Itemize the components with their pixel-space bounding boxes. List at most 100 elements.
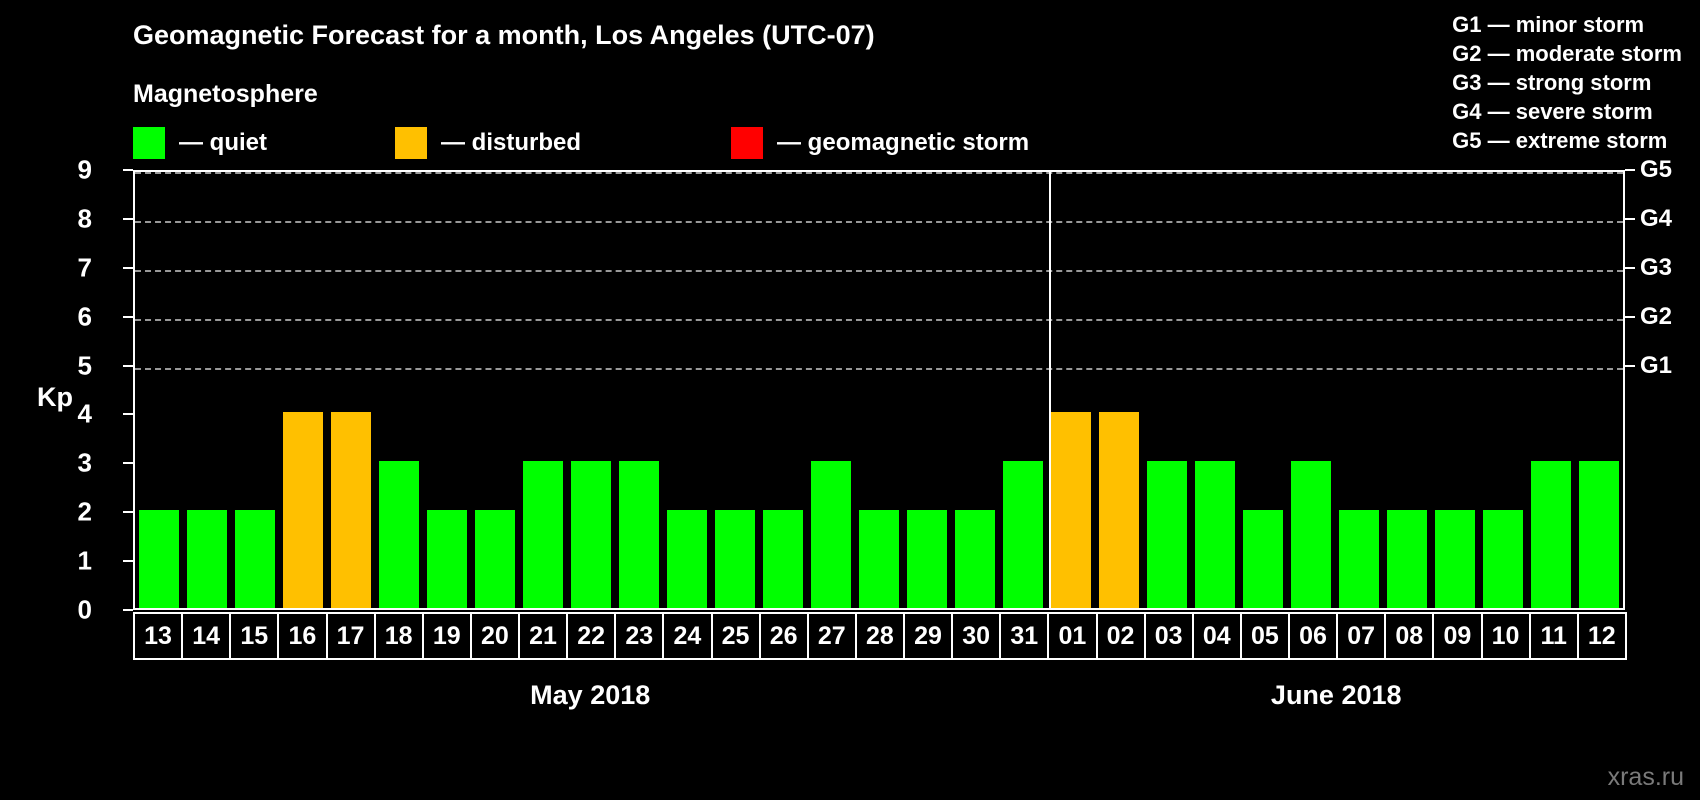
day-label-31: 31 — [999, 612, 1050, 660]
g-scale-line-1: G1 — minor storm — [1452, 12, 1645, 37]
day-label-22: 22 — [566, 612, 617, 660]
color-legend: — quiet — disturbed — geomagnetic storm — [133, 126, 1029, 160]
y-tick-label-6: 6 — [77, 301, 92, 332]
bar-cell-05 — [1239, 172, 1287, 608]
day-label-05: 05 — [1239, 612, 1290, 660]
legend-label-geomagnetic-storm: — geomagnetic storm — [777, 129, 1030, 156]
y-tick-mark-6 — [123, 315, 133, 318]
day-axis-labels: 13 14 15 16 17 18 19 20 21 22 23 24 25 26 27 28 29 30 31 01… — [133, 612, 1627, 660]
day-label-15: 15 — [229, 612, 280, 660]
y-tick-mark-2 — [123, 511, 133, 514]
bar-cell-08 — [1383, 172, 1431, 608]
bar-09-kp-2-quiet — [1434, 510, 1476, 608]
y-tick-label-3: 3 — [77, 447, 92, 478]
y-tick-mark-0 — [123, 609, 133, 611]
bar-cell-19 — [423, 172, 471, 608]
y-tick-label-5: 5 — [77, 350, 92, 381]
plot-area — [133, 170, 1625, 610]
day-label-19: 19 — [421, 612, 472, 660]
bar-cell-25 — [711, 172, 759, 608]
bar-cell-09 — [1431, 172, 1479, 608]
g-tick-mark-G5 — [1625, 169, 1635, 171]
bar-15-kp-2-quiet — [234, 510, 276, 608]
day-label-30: 30 — [951, 612, 1002, 660]
day-label-12: 12 — [1576, 612, 1627, 660]
day-label-28: 28 — [854, 612, 905, 660]
legend-entry-geomagnetic-storm: — geomagnetic storm — [731, 127, 1029, 159]
day-label-07: 07 — [1336, 612, 1387, 660]
y-tick-mark-9 — [123, 169, 133, 171]
bar-cell-03 — [1143, 172, 1191, 608]
y-axis-title: Kp — [37, 382, 73, 412]
month-caption-may-2018: May 2018 — [530, 680, 651, 710]
bar-26-kp-2-quiet — [762, 510, 804, 608]
y-tick-label-8: 8 — [77, 203, 92, 234]
bar-cell-02 — [1095, 172, 1143, 608]
bar-01-kp-4-disturbed — [1050, 412, 1092, 608]
g-scale-line-5: G5 — extreme storm — [1452, 128, 1668, 153]
month-divider — [1049, 172, 1052, 608]
legend-swatch-quiet — [133, 127, 165, 159]
bar-cell-07 — [1335, 172, 1383, 608]
bar-02-kp-4-disturbed — [1098, 412, 1140, 608]
g-scale-line-2: G2 — moderate storm — [1452, 41, 1682, 66]
bar-cell-01 — [1047, 172, 1095, 608]
bar-27-kp-3-quiet — [810, 461, 852, 608]
bar-cell-22 — [567, 172, 615, 608]
bar-24-kp-2-quiet — [666, 510, 708, 608]
day-label-11: 11 — [1528, 612, 1579, 660]
day-label-26: 26 — [758, 612, 809, 660]
day-label-06: 06 — [1288, 612, 1339, 660]
bar-05-kp-2-quiet — [1242, 510, 1284, 608]
bar-23-kp-3-quiet — [618, 461, 660, 608]
day-label-23: 23 — [614, 612, 665, 660]
gridline-kp-7 — [135, 269, 1623, 272]
day-label-04: 04 — [1191, 612, 1242, 660]
gridline-kp-6 — [135, 318, 1623, 321]
bar-31-kp-3-quiet — [1002, 461, 1044, 608]
watermark: xras.ru — [1607, 763, 1684, 791]
bar-cell-12 — [1575, 172, 1623, 608]
g-tick-mark-G1 — [1625, 364, 1635, 367]
bar-cell-23 — [615, 172, 663, 608]
day-label-18: 18 — [373, 612, 424, 660]
bar-04-kp-3-quiet — [1194, 461, 1236, 608]
bar-08-kp-2-quiet — [1386, 510, 1428, 608]
y-tick-mark-3 — [123, 462, 133, 465]
y-tick-mark-1 — [123, 560, 133, 563]
y-tick-mark-5 — [123, 364, 133, 367]
bar-cell-30 — [951, 172, 999, 608]
g-scale-line-3: G3 — strong storm — [1452, 70, 1652, 95]
bar-12-kp-3-quiet — [1578, 461, 1620, 608]
bar-19-kp-2-quiet — [426, 510, 468, 608]
plot-inner — [135, 172, 1623, 608]
bar-cell-24 — [663, 172, 711, 608]
bar-cell-06 — [1287, 172, 1335, 608]
bar-22-kp-3-quiet — [570, 461, 612, 608]
bar-cell-29 — [903, 172, 951, 608]
legend-label-quiet: — quiet — [179, 129, 267, 156]
y-tick-label-7: 7 — [77, 252, 92, 283]
page-title: Geomagnetic Forecast for a month, Los An… — [133, 20, 875, 50]
g-tick-label-G2: G2 — [1640, 302, 1673, 330]
bar-16-kp-4-disturbed — [282, 412, 324, 608]
bar-cell-10 — [1479, 172, 1527, 608]
day-label-27: 27 — [806, 612, 857, 660]
bar-cell-16 — [279, 172, 327, 608]
bar-14-kp-2-quiet — [186, 510, 228, 608]
day-label-20: 20 — [469, 612, 520, 660]
g-tick-label-G3: G3 — [1640, 253, 1673, 281]
bar-cell-28 — [855, 172, 903, 608]
month-caption-june-2018: June 2018 — [1270, 680, 1402, 710]
y-tick-mark-7 — [123, 266, 133, 269]
bar-cell-11 — [1527, 172, 1575, 608]
bar-cell-26 — [759, 172, 807, 608]
bar-cell-15 — [231, 172, 279, 608]
bar-cell-17 — [327, 172, 375, 608]
g-tick-mark-G3 — [1625, 266, 1635, 269]
y-tick-label-0: 0 — [77, 594, 92, 625]
bar-28-kp-2-quiet — [858, 510, 900, 608]
bar-cell-21 — [519, 172, 567, 608]
day-label-13: 13 — [133, 612, 184, 660]
